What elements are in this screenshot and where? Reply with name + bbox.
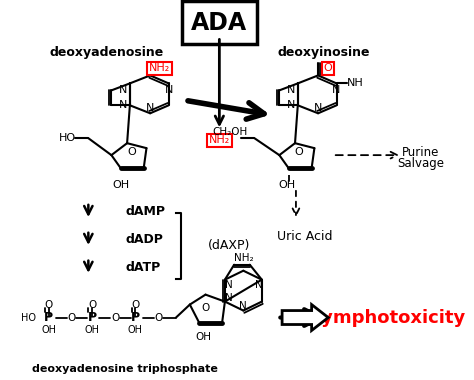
Text: NH: NH (346, 78, 364, 89)
Text: HO: HO (21, 312, 36, 323)
Text: O: O (201, 302, 210, 313)
FancyArrow shape (282, 305, 328, 331)
Text: OH: OH (41, 326, 56, 336)
Text: dAMP: dAMP (125, 206, 165, 218)
Text: N: N (164, 86, 173, 95)
Text: P: P (88, 311, 97, 324)
Text: HO: HO (59, 133, 76, 143)
Text: N: N (287, 86, 295, 95)
Text: N: N (225, 280, 232, 290)
Text: deoxyadenosine: deoxyadenosine (50, 46, 164, 59)
Text: O: O (88, 299, 96, 310)
Text: deoxyinosine: deoxyinosine (277, 46, 370, 59)
Text: O: O (324, 63, 333, 73)
Text: N: N (287, 100, 295, 110)
Text: Uric Acid: Uric Acid (277, 230, 333, 243)
Text: P: P (131, 311, 140, 324)
Text: O: O (68, 312, 76, 323)
Text: OH: OH (278, 180, 295, 190)
Text: N: N (255, 280, 263, 290)
Text: O: O (155, 312, 163, 323)
Text: O: O (128, 147, 136, 157)
Text: N: N (239, 301, 247, 310)
Text: dADP: dADP (125, 233, 163, 246)
Text: N: N (225, 293, 232, 302)
Text: NH₂: NH₂ (234, 253, 253, 263)
Text: NH₂: NH₂ (149, 63, 170, 73)
Text: CH₂OH: CH₂OH (212, 127, 247, 137)
Text: N: N (314, 103, 322, 113)
Text: ADA: ADA (191, 11, 247, 35)
Text: P: P (44, 311, 53, 324)
Text: (dAXP): (dAXP) (208, 239, 251, 252)
Text: N: N (119, 86, 128, 95)
Text: Salvage: Salvage (397, 157, 444, 169)
Text: OH: OH (128, 326, 143, 336)
Text: O: O (294, 147, 303, 157)
Text: NH₂: NH₂ (209, 135, 230, 145)
Text: Purine: Purine (402, 146, 439, 158)
Text: N: N (119, 100, 128, 110)
Text: Lymphotoxicity: Lymphotoxicity (311, 309, 465, 326)
Text: OH: OH (84, 326, 100, 336)
Text: OH: OH (196, 332, 212, 342)
Text: N: N (146, 103, 155, 113)
Text: dATP: dATP (125, 261, 161, 274)
Text: N: N (332, 86, 341, 95)
Text: O: O (111, 312, 119, 323)
Text: O: O (131, 299, 139, 310)
Text: OH: OH (112, 180, 129, 190)
Text: O: O (45, 299, 53, 310)
Text: deoxyadenosine triphosphate: deoxyadenosine triphosphate (32, 364, 218, 374)
